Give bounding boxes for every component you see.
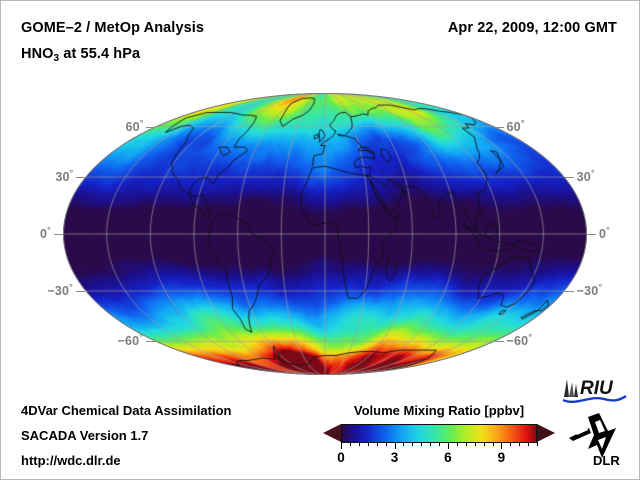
- riu-logo-icon: RIU: [562, 378, 627, 403]
- species-suffix: at 55.4 hPa: [59, 46, 141, 62]
- colorbar-minor-tick: [358, 442, 360, 446]
- latitude-tick: [587, 234, 596, 235]
- colorbar-major-tick: [394, 442, 396, 449]
- page-title: GOME–2 / MetOp Analysis: [21, 20, 205, 36]
- colorbar-minor-tick: [483, 442, 485, 446]
- colorbar-minor-tick: [421, 442, 423, 446]
- latitude-tick: [76, 177, 86, 179]
- colorbar-under-arrow: [323, 424, 341, 442]
- map-plot: [63, 93, 587, 375]
- colorbar-minor-tick: [412, 442, 414, 446]
- colorbar-minor-tick: [537, 442, 538, 446]
- map-data-canvas: [63, 93, 587, 375]
- latitude-tick: [494, 341, 504, 343]
- colorbar-tick-label: 3: [390, 450, 399, 465]
- colorbar-tick-label: 6: [444, 450, 452, 465]
- latitude-tick: [564, 290, 574, 292]
- colorbar-gradient: [341, 424, 537, 443]
- latitude-label-minus60: −60°: [117, 332, 144, 349]
- latitude-label-0: 0°: [40, 225, 51, 242]
- colorbar-minor-tick: [456, 442, 458, 446]
- colorbar-tick-label: 9: [497, 450, 506, 465]
- colorbar-minor-tick: [465, 442, 467, 446]
- colorbar-minor-tick: [385, 442, 387, 446]
- latitude-tick: [146, 126, 156, 128]
- latitude-tick: [564, 177, 574, 179]
- datetime-label: Apr 22, 2009, 12:00 GMT: [447, 20, 617, 36]
- colorbar-major-tick: [341, 442, 342, 449]
- colorbar-minor-tick: [474, 442, 476, 446]
- colorbar-tick-labels: 0 3 6 9: [319, 450, 559, 468]
- species-subscript: 3: [53, 53, 60, 64]
- dlr-logo-text: DLR: [593, 453, 620, 468]
- footer-line-3: http://wdc.dlr.de: [21, 453, 121, 468]
- species-prefix: HNO: [21, 46, 54, 62]
- svg-text:RIU: RIU: [580, 378, 614, 399]
- latitude-tick: [76, 290, 86, 292]
- colorbar-tick-label: 0: [337, 450, 345, 465]
- latitude-tick: [54, 234, 63, 235]
- latitude-tick: [494, 126, 504, 128]
- colorbar-border: [341, 424, 537, 443]
- species-label: HNO3 at 55.4 hPa: [21, 46, 141, 64]
- colorbar-minor-tick: [439, 442, 440, 446]
- latitude-label-30: 30°: [576, 168, 595, 185]
- latitude-label-minus60: −60°: [506, 332, 533, 349]
- colorbar-minor-tick: [528, 442, 530, 446]
- colorbar-title: Volume Mixing Ratio [ppbv]: [353, 403, 525, 418]
- colorbar-major-tick: [447, 442, 449, 449]
- colorbar-over-arrow: [537, 424, 555, 442]
- colorbar-minor-tick: [376, 442, 378, 446]
- footer-line-2: SACADA Version 1.7: [21, 428, 149, 443]
- colorbar-minor-tick: [519, 442, 521, 446]
- colorbar-minor-tick: [403, 442, 405, 446]
- latitude-label-minus30: −30°: [576, 281, 603, 299]
- colorbar-minor-tick: [510, 442, 512, 446]
- dlr-logo-icon: [569, 413, 616, 458]
- colorbar-minor-tick: [367, 442, 369, 446]
- map-canvas-clip: [63, 93, 587, 375]
- footer-line-1: 4DVar Chemical Data Assimilation: [21, 403, 232, 418]
- latitude-label-60: 60°: [506, 117, 525, 134]
- latitude-label-60: 60°: [125, 117, 144, 134]
- colorbar-minor-tick: [492, 442, 494, 446]
- latitude-label-30: 30°: [55, 168, 74, 185]
- colorbar-ticks: [319, 442, 559, 450]
- latitude-label-minus30: −30°: [47, 281, 73, 299]
- colorbar-minor-tick: [430, 442, 432, 446]
- colorbar-major-tick: [501, 442, 503, 449]
- colorbar: [319, 423, 559, 445]
- latitude-label-0: 0°: [599, 225, 610, 242]
- colorbar-minor-tick: [349, 442, 351, 446]
- latitude-tick: [146, 341, 156, 343]
